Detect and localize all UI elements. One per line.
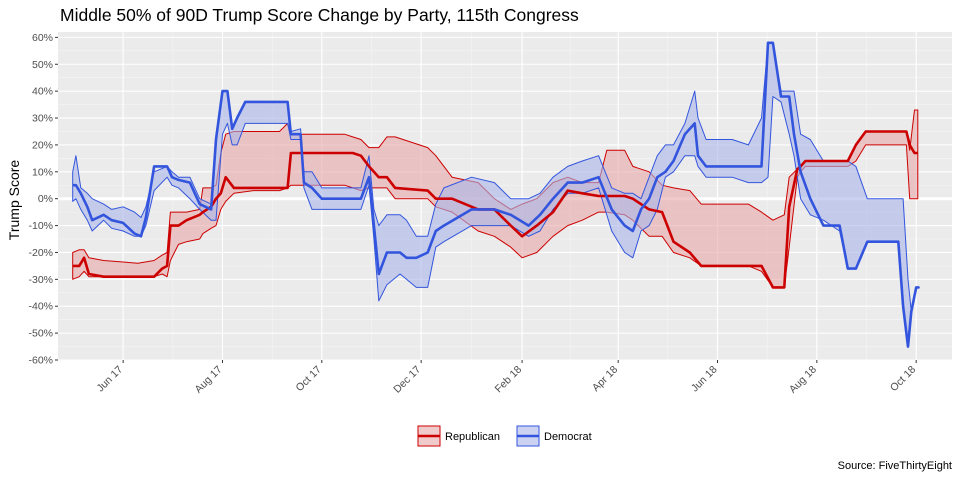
x-axis: Jun 17 Aug 17 Oct 17 Dec 17 Feb 18 Apr 18 Jun … xyxy=(94,360,918,396)
source-caption: Source: FiveThirtyEight xyxy=(837,460,952,472)
y-tick-label: 60% xyxy=(32,32,53,44)
legend-label: Democrat xyxy=(544,431,592,443)
x-tick-label: Oct 18 xyxy=(888,364,918,394)
legend-item-democrat: Democrat xyxy=(516,425,592,447)
legend-label: Republican xyxy=(445,431,500,443)
y-tick-label: -50% xyxy=(28,328,53,340)
y-tick-label: 0% xyxy=(38,193,53,205)
median-line-republican xyxy=(72,130,918,289)
x-tick-label: Aug 18 xyxy=(787,364,819,396)
x-tick-label: Jun 17 xyxy=(94,364,125,395)
legend: Republican Democrat xyxy=(417,425,592,447)
x-tick-label: Aug 17 xyxy=(193,364,225,396)
y-tick-label: 30% xyxy=(32,113,53,125)
y-tick-label: 50% xyxy=(32,59,53,71)
y-tick-label: -10% xyxy=(28,220,53,232)
x-tick-label: Dec 17 xyxy=(391,364,423,396)
y-tick-label: -60% xyxy=(28,355,53,367)
chart-title: Middle 50% of 90D Trump Score Change by … xyxy=(60,5,579,25)
x-tick-label: Apr 18 xyxy=(590,364,620,394)
y-tick-label: 20% xyxy=(32,139,53,151)
y-tick-label: -40% xyxy=(28,301,53,313)
median-lines xyxy=(72,41,920,348)
y-axis: -60% -50% -40% -30% -20% -10% 0% 10% 20% 30% 40% 50… xyxy=(28,32,58,367)
x-tick-label: Oct 17 xyxy=(294,364,324,394)
median-line-democrat xyxy=(72,41,920,348)
x-tick-label: Feb 18 xyxy=(493,364,525,396)
y-tick-label: 10% xyxy=(32,166,53,178)
y-tick-label: -20% xyxy=(28,247,53,259)
y-tick-label: 40% xyxy=(32,86,53,98)
x-tick-label: Jun 18 xyxy=(689,364,720,395)
legend-item-republican: Republican xyxy=(417,425,500,447)
y-tick-label: -30% xyxy=(28,274,53,286)
